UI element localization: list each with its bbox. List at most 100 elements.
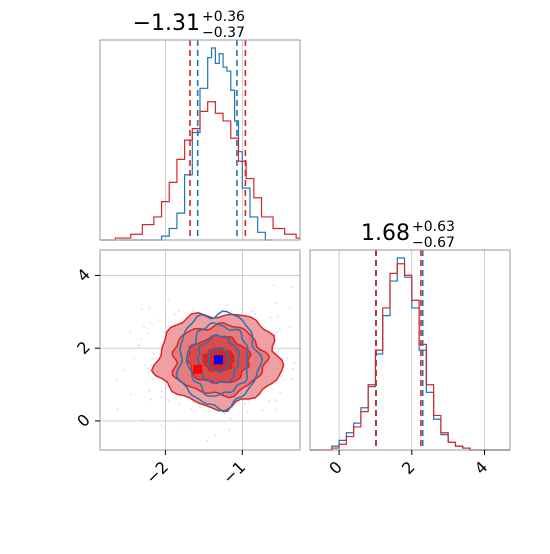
sample-point: [152, 358, 155, 360]
sample-point: [291, 367, 294, 370]
sample-point: [143, 326, 145, 328]
sample-point: [279, 328, 281, 331]
sample-point: [148, 390, 151, 392]
sample-point: [192, 309, 194, 312]
sample-point: [275, 302, 278, 304]
sample-point: [230, 310, 233, 313]
sample-point: [151, 377, 154, 380]
sample-point: [189, 408, 192, 411]
sample-point: [288, 306, 291, 309]
sample-point: [291, 285, 293, 288]
sample-point: [288, 326, 291, 329]
sample-point: [273, 284, 275, 287]
sample-point: [214, 434, 216, 437]
blue-contour-level: [196, 333, 240, 385]
blue-histogram-step: [119, 47, 274, 241]
sample-point: [181, 317, 184, 320]
sample-point: [244, 402, 247, 405]
sample-point: [177, 402, 180, 405]
sample-point: [283, 378, 286, 381]
sample-point: [276, 330, 278, 333]
sample-point: [158, 353, 161, 356]
sample-point: [293, 362, 295, 364]
sample-point: [226, 304, 229, 306]
sample-point: [279, 391, 281, 394]
sample-point: [281, 375, 283, 378]
sample-point: [146, 367, 149, 370]
red-marker: [193, 364, 203, 374]
sample-point: [275, 409, 278, 411]
sample-point: [231, 407, 234, 409]
sample-point: [150, 364, 153, 366]
sample-point: [275, 399, 278, 402]
sample-point: [223, 412, 226, 415]
sample-point: [167, 400, 170, 403]
contour-panel: −2 −1 024: [73, 249, 301, 488]
sample-point: [150, 398, 152, 401]
sample-point: [277, 349, 280, 352]
sample-point: [137, 344, 140, 347]
sample-point: [178, 310, 180, 312]
sample-point: [147, 332, 150, 335]
sample-point: [144, 363, 147, 366]
blue-contour-level: [207, 346, 231, 374]
axes-frame: [99, 39, 301, 241]
sample-point: [162, 336, 165, 339]
sample-point: [271, 387, 274, 390]
sample-point: [261, 409, 264, 412]
sample-point: [246, 410, 249, 413]
sample-point: [173, 323, 176, 325]
title-value: −1.31: [133, 11, 200, 36]
sample-point: [153, 352, 156, 355]
sample-point: [247, 400, 250, 403]
histogram-series: [310, 257, 510, 451]
sample-point: [160, 396, 162, 398]
sample-point: [133, 357, 135, 360]
sample-point: [276, 315, 279, 318]
sample-point: [160, 390, 163, 393]
title-plus: +0.63: [412, 219, 455, 235]
quantile-lines: [375, 250, 424, 450]
sample-point: [276, 350, 278, 353]
sample-point: [160, 424, 163, 427]
sample-point: [242, 399, 245, 402]
sample-point: [116, 408, 119, 411]
sample-point: [164, 397, 167, 400]
sample-point: [148, 307, 151, 310]
sample-point: [229, 418, 232, 420]
sample-point: [240, 443, 243, 446]
sample-point: [269, 316, 271, 319]
sample-point: [148, 370, 150, 373]
blue-contour-level: [175, 310, 264, 413]
axes-frame: [99, 249, 301, 451]
sample-point: [250, 310, 253, 313]
sample-point: [129, 331, 132, 333]
sample-point: [228, 428, 231, 431]
red-histogram-step: [100, 101, 301, 241]
title-plus: +0.36: [202, 9, 245, 25]
grid-lines: [165, 40, 243, 240]
sample-point: [199, 406, 201, 409]
sample-point: [222, 311, 225, 314]
blue-contour-level: [185, 322, 249, 397]
sample-point: [183, 423, 185, 425]
title-minus: −0.37: [202, 25, 245, 41]
sample-point: [173, 313, 176, 316]
sample-point: [158, 319, 161, 322]
sample-point: [167, 298, 169, 301]
sample-point: [162, 331, 165, 333]
sample-point: [291, 378, 293, 381]
sample-point: [123, 369, 126, 372]
sample-point: [254, 312, 256, 315]
axes-frame: [309, 249, 511, 451]
sample-point: [268, 399, 271, 402]
sample-point: [206, 440, 209, 442]
sample-point: [116, 379, 119, 382]
sample-point: [130, 393, 133, 396]
histogram-series: [100, 47, 301, 241]
quantile-lines: [189, 40, 247, 240]
sample-point: [149, 321, 152, 324]
sample-point: [140, 308, 143, 311]
